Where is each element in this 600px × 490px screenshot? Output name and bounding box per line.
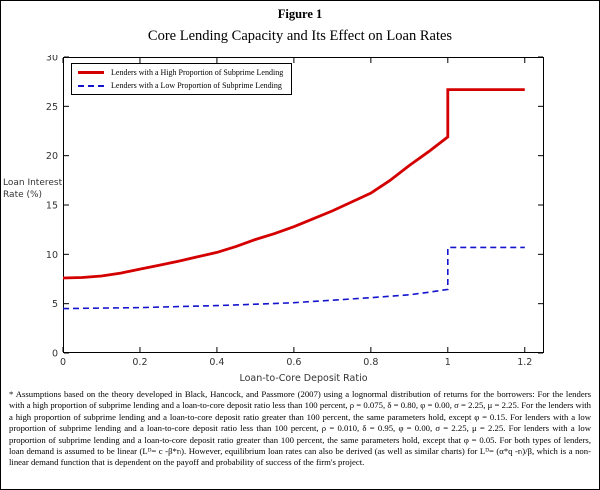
legend-item-low-subprime: Lenders with a Low Proportion of Subprim… [78, 81, 283, 90]
svg-text:Rate (%): Rate (%) [3, 190, 42, 200]
figure-title: Core Lending Capacity and Its Effect on … [147, 28, 453, 44]
figure-footnote: * Assumptions based on the theory develo… [9, 389, 591, 468]
red-solid-line-sample [78, 71, 104, 74]
svg-text:1.2: 1.2 [517, 357, 532, 368]
svg-text:15: 15 [46, 201, 58, 212]
legend-item-high-subprime: Lenders with a High Proportion of Subpri… [78, 68, 283, 77]
svg-text:5: 5 [52, 299, 58, 310]
loan-rate-chart: 0 0.2 0.4 0.6 0.8 1 1.2 0 5 10 15 20 25 30 Loan-to-Cor… [1, 55, 599, 387]
svg-text:20: 20 [46, 151, 58, 162]
svg-text:30: 30 [46, 55, 58, 64]
svg-text:0.6: 0.6 [286, 357, 301, 368]
chart-plot-area: 0 0.2 0.4 0.6 0.8 1 1.2 0 5 10 15 20 25 30 Loan-to-Cor… [3, 55, 544, 384]
svg-text:10: 10 [46, 250, 58, 261]
svg-text:0: 0 [60, 357, 66, 368]
svg-text:0.4: 0.4 [209, 357, 224, 368]
svg-text:0: 0 [52, 349, 58, 360]
legend-label-low-subprime: Lenders with a Low Proportion of Subprim… [111, 81, 282, 90]
svg-text:0.8: 0.8 [363, 357, 378, 368]
svg-text:Loan-to-Core Deposit Ratio: Loan-to-Core Deposit Ratio [239, 373, 367, 384]
legend-label-high-subprime: Lenders with a High Proportion of Subpri… [111, 68, 284, 77]
svg-text:25: 25 [46, 102, 58, 113]
svg-text:0.2: 0.2 [132, 357, 147, 368]
blue-dashed-line-sample [78, 84, 104, 87]
svg-text:1: 1 [445, 357, 451, 368]
figure-label: Figure 1 [277, 7, 323, 21]
svg-text:Loan Interest: Loan Interest [3, 178, 63, 188]
chart-legend: Lenders with a High Proportion of Subpri… [71, 63, 293, 95]
